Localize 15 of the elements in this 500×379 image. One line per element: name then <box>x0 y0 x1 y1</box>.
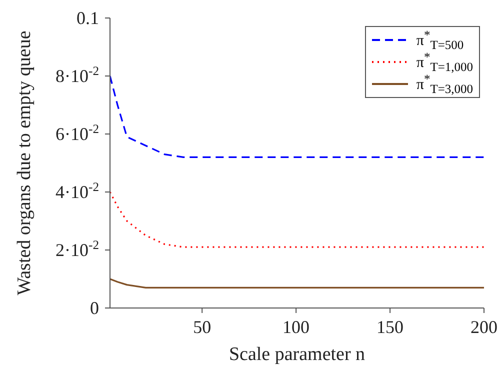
y-tick-label: 0.1 <box>76 8 99 28</box>
y-tick-label: 6·10$^{-2}$ <box>56 122 99 144</box>
y-tick-label: 0 <box>90 298 99 318</box>
x-tick-label: 50 <box>193 317 212 337</box>
y-tick-label: 2·10$^{-2}$ <box>56 238 99 260</box>
y-tick-label: 8·10$^{-2}$ <box>56 64 99 86</box>
line-series <box>110 191 484 248</box>
x-tick-label: 100 <box>282 317 310 337</box>
line-series <box>110 75 484 158</box>
x-tick-label: 200 <box>470 317 498 337</box>
line-series <box>110 278 484 288</box>
y-axis-title: Wasted organs due to empty queue <box>14 30 35 296</box>
x-axis-title: Scale parameter n <box>228 344 366 365</box>
y-tick-label: 4·10$^{-2}$ <box>56 180 99 202</box>
x-tick-label: 150 <box>376 317 404 337</box>
